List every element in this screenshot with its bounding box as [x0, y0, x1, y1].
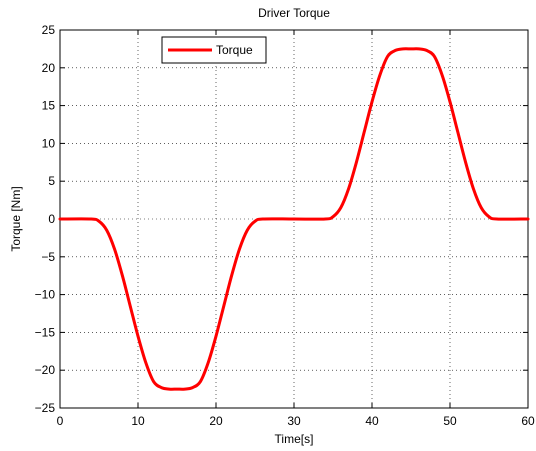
- x-axis-title: Time[s]: [275, 432, 314, 446]
- chart-title: Driver Torque: [258, 6, 330, 20]
- y-tick-label: 10: [42, 136, 56, 150]
- x-tick-label: 20: [209, 414, 223, 428]
- series-line-torque: [58, 47, 530, 391]
- legend: Torque: [161, 36, 267, 64]
- axis-ticks: [59, 29, 529, 409]
- x-tick-label: 40: [365, 414, 379, 428]
- y-tick-label: −10: [35, 288, 56, 302]
- y-tick-label: 15: [42, 99, 56, 113]
- y-tick-label: −15: [35, 325, 56, 339]
- y-axis-title: Torque [Nm]: [9, 186, 23, 251]
- y-tick-label: 0: [48, 212, 55, 226]
- y-tick-label: 20: [42, 61, 56, 75]
- y-tick-label: −5: [41, 250, 55, 264]
- x-tick-label: 0: [57, 414, 64, 428]
- y-tick-label: 5: [48, 174, 55, 188]
- x-tick-labels: 0 10 20 30 40 50 60: [57, 414, 535, 428]
- x-tick-label: 10: [131, 414, 145, 428]
- x-tick-label: 30: [287, 414, 301, 428]
- x-tick-label: 50: [443, 414, 457, 428]
- x-tick-label: 60: [521, 414, 535, 428]
- y-tick-label: −25: [35, 401, 56, 415]
- y-tick-labels: −25 −20 −15 −10 −5 0 5 10 15 20 25: [35, 23, 56, 415]
- y-tick-label: 25: [42, 23, 56, 37]
- y-tick-label: −20: [35, 363, 56, 377]
- legend-label-torque: Torque: [216, 43, 253, 57]
